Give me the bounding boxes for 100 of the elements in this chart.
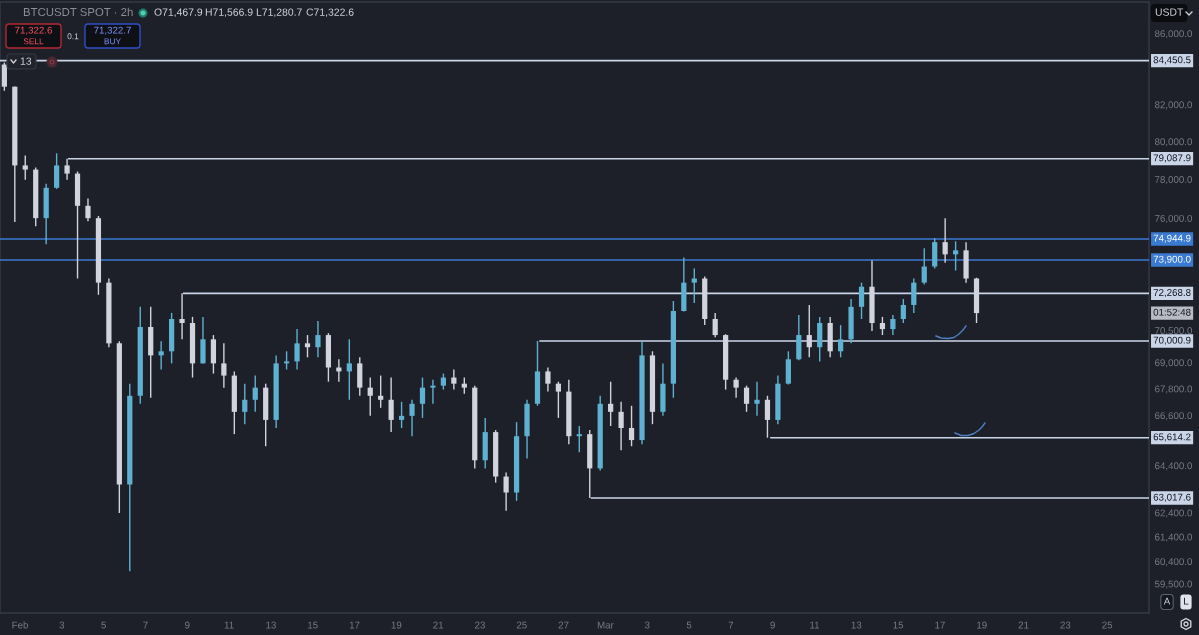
candlestick [252, 374, 258, 413]
candlestick [22, 154, 28, 181]
candlestick [942, 217, 948, 264]
candlestick [754, 381, 760, 417]
annotation: 13 [20, 57, 32, 65]
x-tick-label: 7 [143, 621, 148, 629]
candlestick [315, 320, 321, 359]
data-label: 65,614.2 [1153, 433, 1191, 442]
x-tick-label: Feb [12, 621, 29, 629]
candlestick [764, 395, 771, 439]
candlestick [555, 381, 561, 419]
candlestick [451, 368, 457, 391]
y-tick-label: 80,000.0 [1154, 138, 1193, 147]
y-tick-label: 62,400.0 [1155, 509, 1193, 518]
candlestick [283, 350, 290, 371]
x-tick-label: 7 [728, 621, 734, 629]
candlestick [294, 328, 300, 371]
x-tick-label: 21 [1018, 621, 1029, 629]
x-tick-label: 23 [1060, 621, 1071, 629]
candlestick [743, 384, 750, 413]
x-tick-label: 25 [1102, 621, 1113, 629]
x-tick-label: 25 [516, 621, 527, 629]
x-tick-label: 13 [851, 621, 862, 629]
x-tick-label: 17 [935, 621, 945, 629]
y-tick-label: 66,600.0 [1155, 412, 1193, 421]
x-tick-label: 23 [475, 621, 485, 629]
annotation: L71,280.7 [256, 8, 302, 18]
candlestick [900, 298, 906, 324]
annotation: C71,322.6 [306, 8, 354, 18]
x-tick-label: 11 [810, 621, 820, 629]
y-tick-label: 67,800.0 [1155, 385, 1193, 394]
candlestick [503, 471, 509, 512]
x-tick-label: 9 [185, 621, 190, 629]
candlestick [158, 340, 164, 371]
candlestick [618, 401, 624, 451]
annotation: H71,566.9 [205, 8, 253, 18]
x-tick-label: 5 [101, 621, 106, 629]
candlestick [430, 379, 436, 405]
candlestick [378, 374, 384, 409]
candlestick [398, 401, 405, 429]
candlestick [608, 381, 614, 427]
annotation: 01:52:48 [1153, 308, 1191, 316]
x-tick-label: 9 [770, 621, 775, 629]
y-tick-label: 76,000.0 [1155, 214, 1193, 223]
candlestick [890, 314, 896, 336]
x-tick-label: 15 [893, 621, 904, 629]
y-axis-title: USDT [1155, 8, 1184, 16]
candlestick [221, 342, 227, 389]
ref-line-label: 73,900.0 [1153, 255, 1191, 264]
candlestick [921, 247, 927, 286]
candlestick [953, 240, 959, 272]
candlestick [64, 157, 70, 181]
text: L [1184, 597, 1189, 605]
x-tick-label: 19 [977, 621, 987, 629]
annotation: 0.1 [67, 33, 79, 40]
x-tick-label: 3 [644, 621, 650, 629]
candlestick [304, 334, 311, 359]
candlestick [85, 197, 91, 222]
y-tick-label: 86,000.0 [1154, 30, 1193, 39]
annotation: O71,467.9 [154, 8, 203, 18]
data-label: 72,268.8 [1153, 289, 1191, 298]
data-label: 79,087.9 [1153, 154, 1191, 163]
candlestick [388, 376, 394, 433]
candlestick [54, 152, 60, 190]
x-tick-label: 19 [391, 621, 402, 629]
y-tick-label: 60,400.0 [1155, 558, 1193, 567]
ref-line-label: 84,450.5 [1153, 56, 1191, 65]
x-tick-label: Mar [597, 621, 614, 629]
x-tick-label: 17 [349, 621, 360, 629]
candlestick [346, 338, 352, 401]
y-tick-label: 59,500.0 [1154, 580, 1193, 589]
y-tick-label: 64,400.0 [1155, 462, 1193, 471]
candlestick [911, 277, 917, 314]
candlestick [1, 61, 7, 92]
x-tick-label: 15 [308, 621, 318, 629]
y-tick-label: 61,400.0 [1155, 533, 1193, 542]
y-tick-label: 69,000.0 [1155, 359, 1193, 368]
candlestick [858, 281, 865, 320]
x-tick-label: 13 [266, 621, 276, 629]
candlestick [879, 316, 886, 336]
candlestick [838, 324, 844, 359]
x-tick-label: 21 [433, 621, 444, 629]
data-label: 70,000.9 [1153, 336, 1191, 345]
candlestick [712, 312, 718, 338]
chart-title: BTCUSDT SPOT · 2h [23, 7, 133, 17]
x-tick-label: 3 [59, 621, 65, 629]
x-tick-label: 11 [224, 621, 234, 629]
candlestick [419, 376, 426, 419]
text: A [1163, 597, 1171, 605]
ref-line-label: 74,944.9 [1153, 234, 1191, 243]
candlestick [409, 399, 415, 437]
candlestick [545, 366, 551, 393]
data-label: 63,017.6 [1153, 493, 1191, 502]
candlestick [367, 376, 373, 417]
candlestick [576, 425, 582, 453]
y-tick-label: 78,000.0 [1155, 176, 1193, 185]
x-tick-label: 27 [558, 621, 569, 629]
annotation: SELL [23, 38, 44, 45]
y-tick-label: 82,000.0 [1154, 101, 1193, 110]
annotation: BUY [104, 38, 121, 45]
